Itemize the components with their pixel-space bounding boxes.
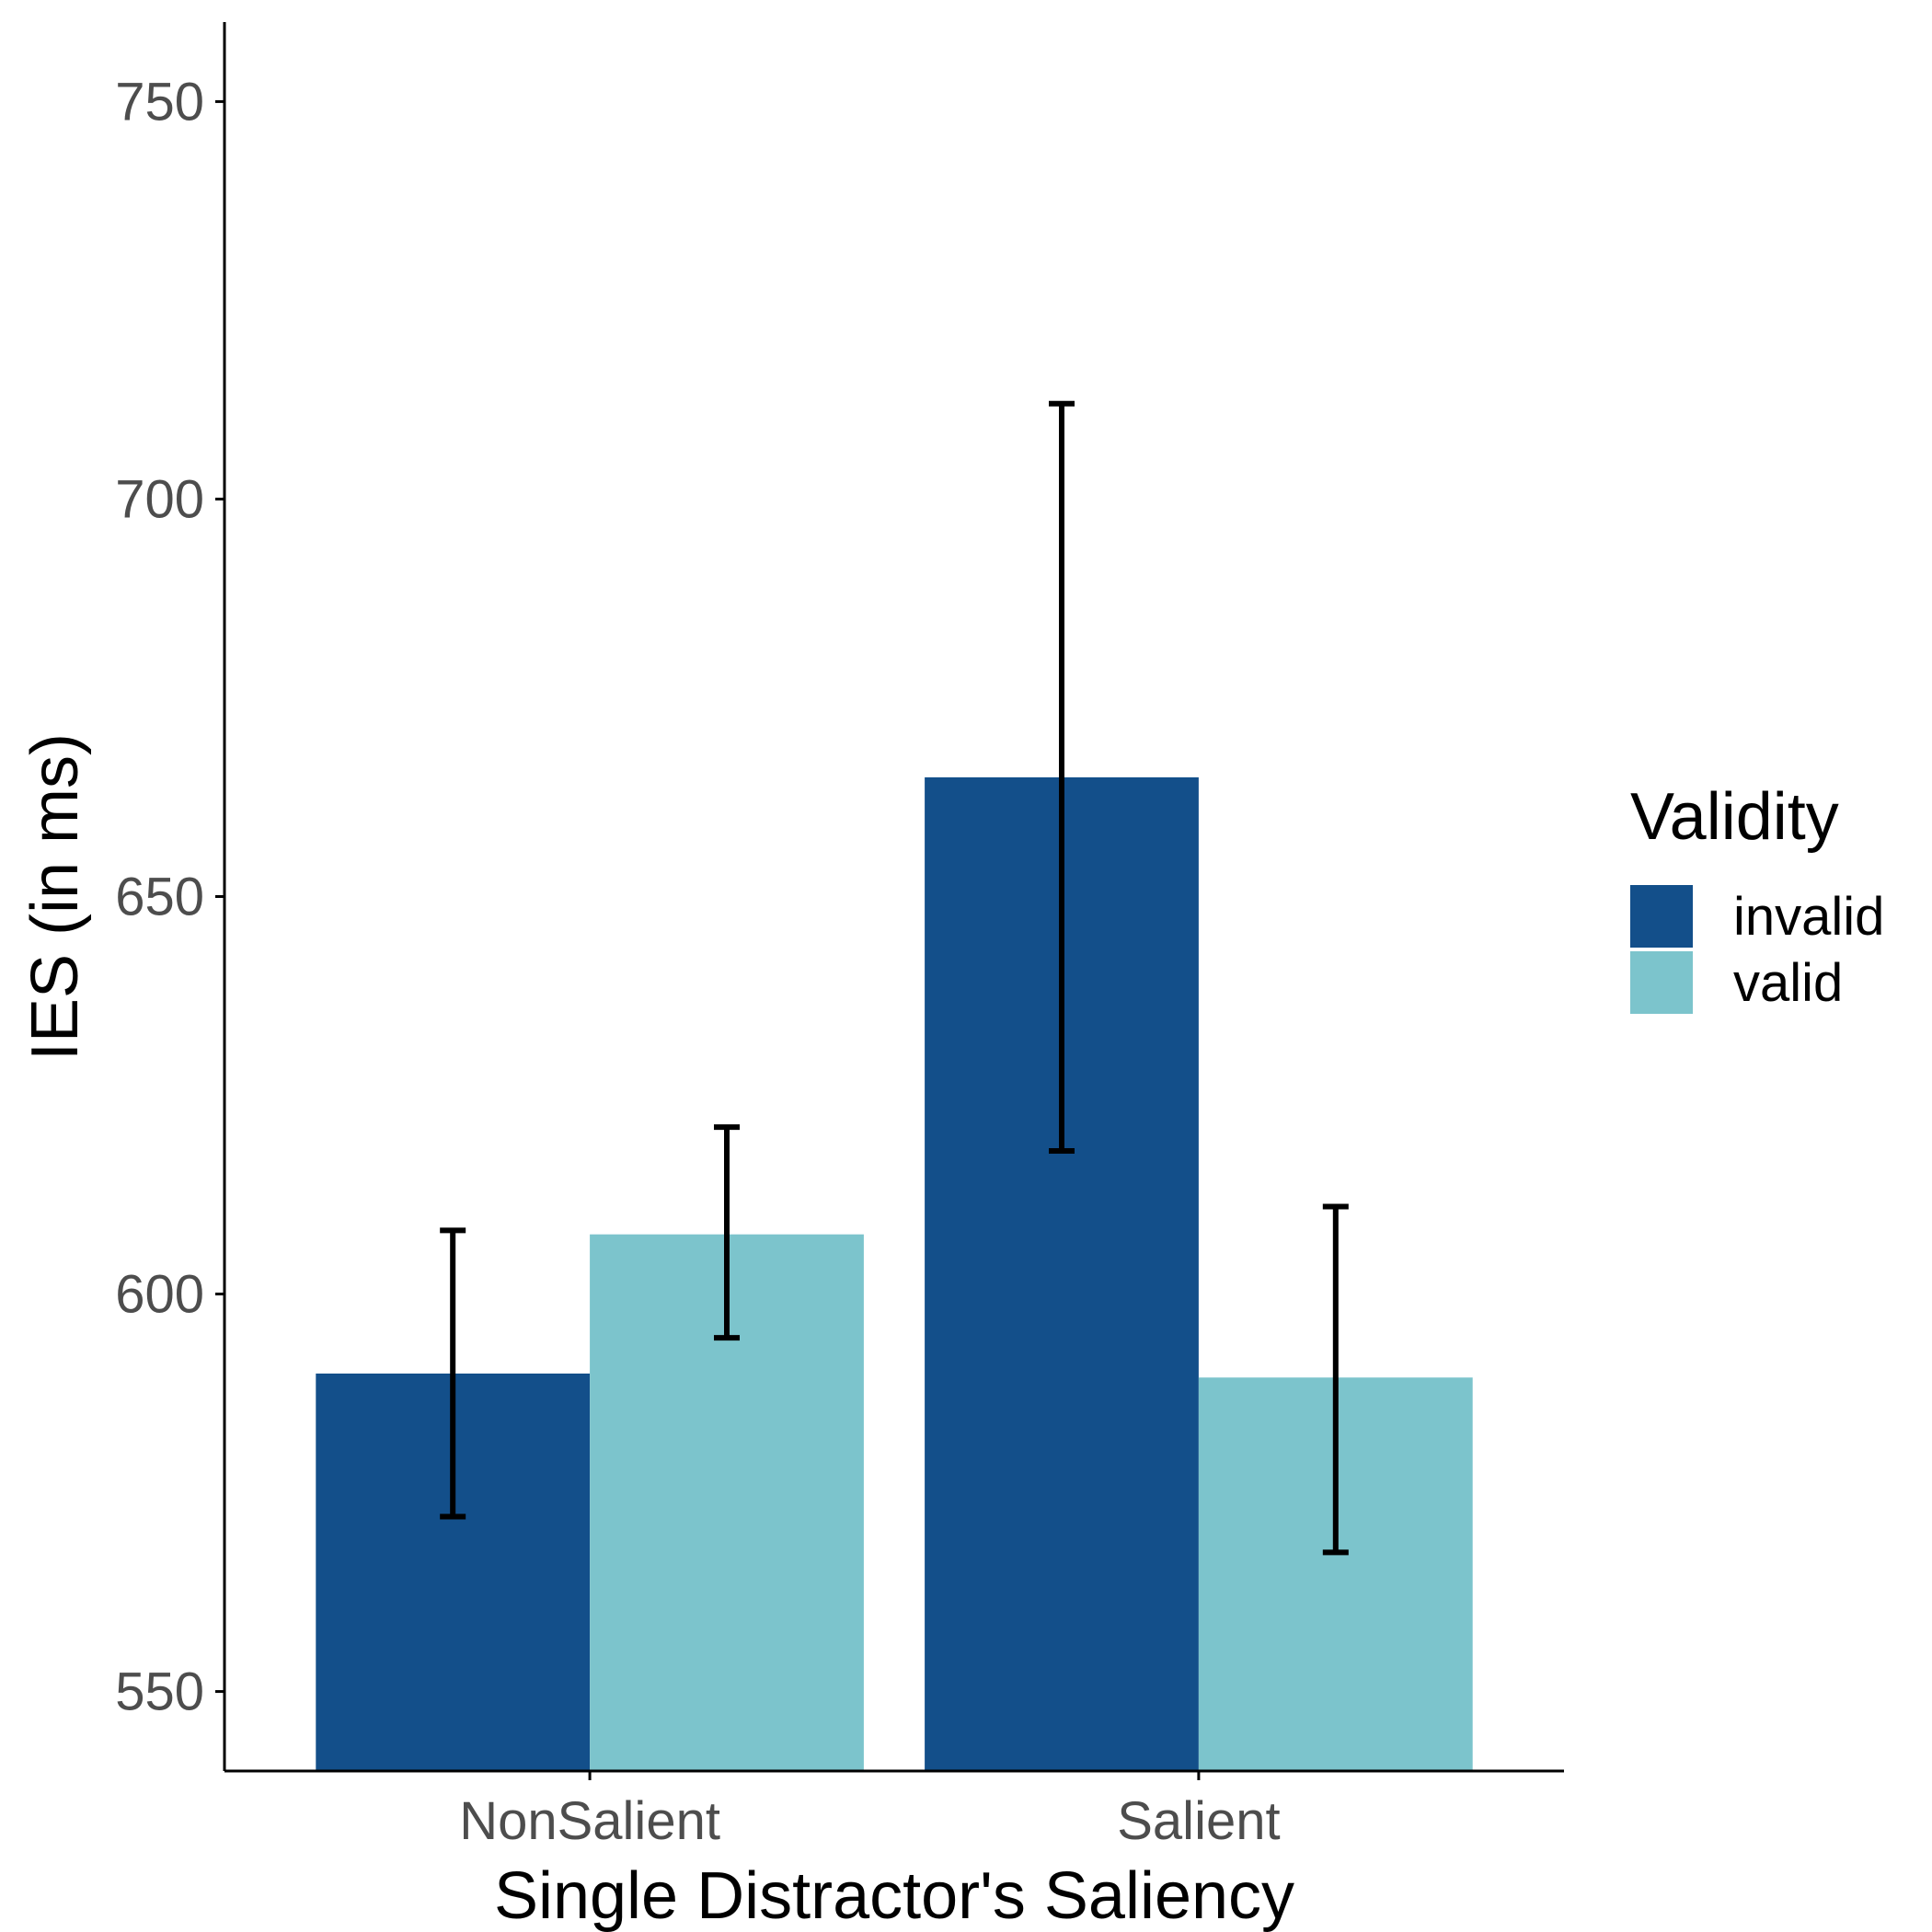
y-tick-label: 750 [115,72,204,132]
y-tick-label: 600 [115,1265,204,1325]
legend-key-valid [1630,951,1693,1014]
legend-label-valid: valid [1733,953,1843,1013]
error-bar-invalid-NonSalient [440,1227,466,1520]
x-tick-label: NonSalient [459,1791,720,1851]
y-tick-label: 550 [115,1662,204,1722]
bars-layer [316,776,1473,1771]
x-tick-label: Salient [1117,1791,1280,1851]
legend-title: Validity [1630,780,1839,854]
y-tick-label: 700 [115,469,204,529]
error-bars-layer [440,400,1349,1556]
error-bar-valid-Salient [1322,1203,1349,1556]
x-ticks: NonSalient Salient [459,1771,1281,1851]
error-bar-valid-NonSalient [714,1124,740,1341]
y-axis-title: IES (in ms) [18,733,92,1061]
x-axis-title: Single Distractor's Saliency [494,1859,1294,1932]
legend-key-invalid [1630,885,1693,948]
legend-label-invalid: invalid [1733,887,1884,947]
error-bar-invalid-Salient [1049,400,1075,1155]
y-tick-label: 650 [115,868,204,927]
y-ticks: 550 600 650 700 750 [115,72,224,1722]
